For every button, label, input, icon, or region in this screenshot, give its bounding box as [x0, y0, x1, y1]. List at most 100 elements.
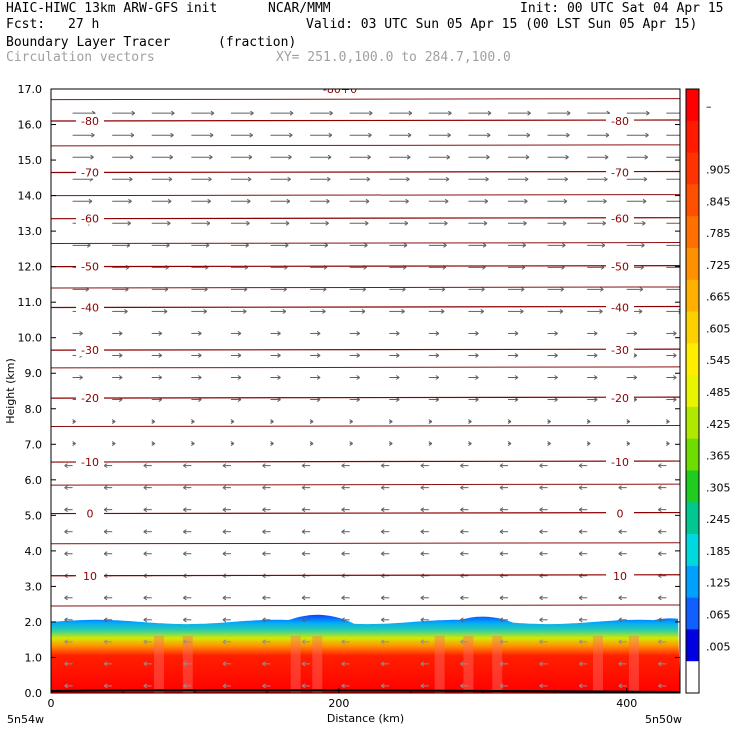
wind-vector-head — [88, 198, 93, 204]
wind-vector-head — [446, 154, 451, 160]
wind-vector-head — [222, 463, 227, 469]
temperature-contour-label: -10 — [611, 456, 629, 469]
colorbar-label: .785 — [706, 227, 731, 240]
wind-vector-head — [445, 176, 450, 182]
wind-vector-head — [444, 198, 449, 204]
wind-vector-head — [183, 551, 187, 557]
wind-vector-head — [380, 595, 385, 601]
wind-vector-head — [158, 353, 163, 358]
colorbar-label: .545 — [706, 354, 731, 367]
wind-vector-head — [277, 353, 281, 358]
wind-vector-head — [288, 154, 292, 160]
contour-label-bg — [76, 391, 104, 405]
wind-vector-head — [395, 375, 400, 380]
wind-vector-head — [341, 463, 345, 469]
wind-vector-head — [183, 639, 187, 645]
wind-vector-head — [301, 617, 306, 623]
wind-vector-head — [499, 507, 504, 513]
valid-time: Valid: 03 UTC Sun 05 Apr 15 (00 LST Sun … — [306, 17, 698, 32]
colorbar-segment — [686, 438, 699, 471]
tracer-streak — [463, 636, 474, 693]
wind-vector-head — [198, 353, 202, 358]
wind-vector-head — [103, 595, 108, 601]
wind-vector-head — [420, 529, 425, 535]
wind-vector-head — [341, 529, 345, 535]
wind-vector-head — [143, 551, 148, 557]
wind-vector-head — [440, 308, 445, 314]
wind-vector-head — [380, 463, 385, 469]
wind-vector-head — [124, 308, 128, 314]
colorbar-label: .125 — [706, 577, 731, 590]
wind-vector-head — [158, 375, 163, 380]
wind-vector-head — [460, 551, 464, 557]
y-tick-label: 3.0 — [25, 580, 43, 593]
colorbar-label: – — [706, 100, 712, 113]
wind-vector-head — [526, 132, 531, 138]
wind-vector-head — [682, 221, 685, 225]
wind-vector-head — [316, 375, 321, 380]
wind-vector-head — [380, 683, 385, 689]
y-tick-label: 14.0 — [18, 190, 43, 203]
y-tick-label: 16.0 — [18, 119, 43, 132]
wind-vector-head — [208, 176, 212, 182]
wind-vector-head — [539, 661, 543, 667]
y-tick-label: 13.0 — [18, 225, 43, 238]
wind-vector-head — [522, 242, 527, 248]
wind-vector-head — [103, 661, 108, 667]
wind-vector-head — [641, 242, 645, 248]
wind-vector-head — [222, 595, 227, 601]
wind-vector-head — [183, 529, 187, 535]
wind-vector-head — [586, 441, 591, 447]
tracer-streak — [290, 636, 301, 693]
wind-vector-head — [262, 595, 266, 601]
tracer-streak — [182, 636, 193, 693]
wind-vector-head — [222, 485, 227, 491]
temperature-contour — [51, 170, 680, 174]
wind-vector-head — [485, 176, 489, 182]
wind-vector-head — [222, 551, 227, 557]
wind-vector-head — [618, 683, 623, 689]
wind-vector-head — [520, 286, 525, 292]
wind-vector-head — [395, 331, 400, 336]
tracer-streak — [434, 636, 445, 693]
tracer-streak — [153, 636, 164, 693]
wind-vector-head — [658, 551, 662, 557]
wind-vector-head — [404, 220, 409, 226]
wind-vector-head — [103, 639, 108, 645]
wind-vector-head — [547, 441, 551, 447]
wind-vector-head — [658, 463, 662, 469]
wind-vector-head — [499, 551, 504, 557]
wind-vector-head — [183, 463, 187, 469]
wind-vector-head — [593, 397, 598, 402]
wind-vector-head — [143, 683, 148, 689]
contour-label-bg — [76, 165, 104, 179]
wind-vector-head — [388, 441, 393, 447]
wind-vector-head — [435, 353, 440, 358]
wind-vector-head — [301, 485, 306, 491]
wind-vector-head — [325, 220, 329, 226]
wind-vector-head — [460, 507, 464, 513]
wind-vector-head — [468, 441, 472, 447]
wind-vector-head — [341, 551, 345, 557]
wind-vector-head — [403, 242, 408, 248]
wind-vector-head — [604, 154, 609, 160]
wind-vector-head — [282, 308, 287, 314]
wind-vector-head — [103, 485, 108, 491]
y-tick-label: 17.0 — [18, 83, 43, 96]
wind-vector-head — [658, 639, 662, 645]
wind-vector-head — [405, 198, 409, 204]
wind-vector-head — [143, 507, 148, 513]
xy-label: XY= 251.0,100.0 to 284.7,100.0 — [276, 50, 511, 65]
wind-vector-head — [380, 661, 385, 667]
temperature-contour — [51, 217, 680, 220]
field-units: (fraction) — [218, 35, 297, 50]
wind-vector-head — [91, 132, 95, 138]
wind-vector-head — [525, 154, 530, 160]
model-title: HAIC-HIWC 13km ARW-GFS init — [6, 1, 218, 16]
wind-vector-head — [128, 198, 132, 204]
wind-vector-head — [599, 308, 603, 314]
wind-vector-head — [406, 176, 410, 182]
colorbar-segment — [686, 470, 699, 503]
wind-vector-head — [633, 331, 638, 336]
wind-vector-head — [167, 198, 172, 204]
